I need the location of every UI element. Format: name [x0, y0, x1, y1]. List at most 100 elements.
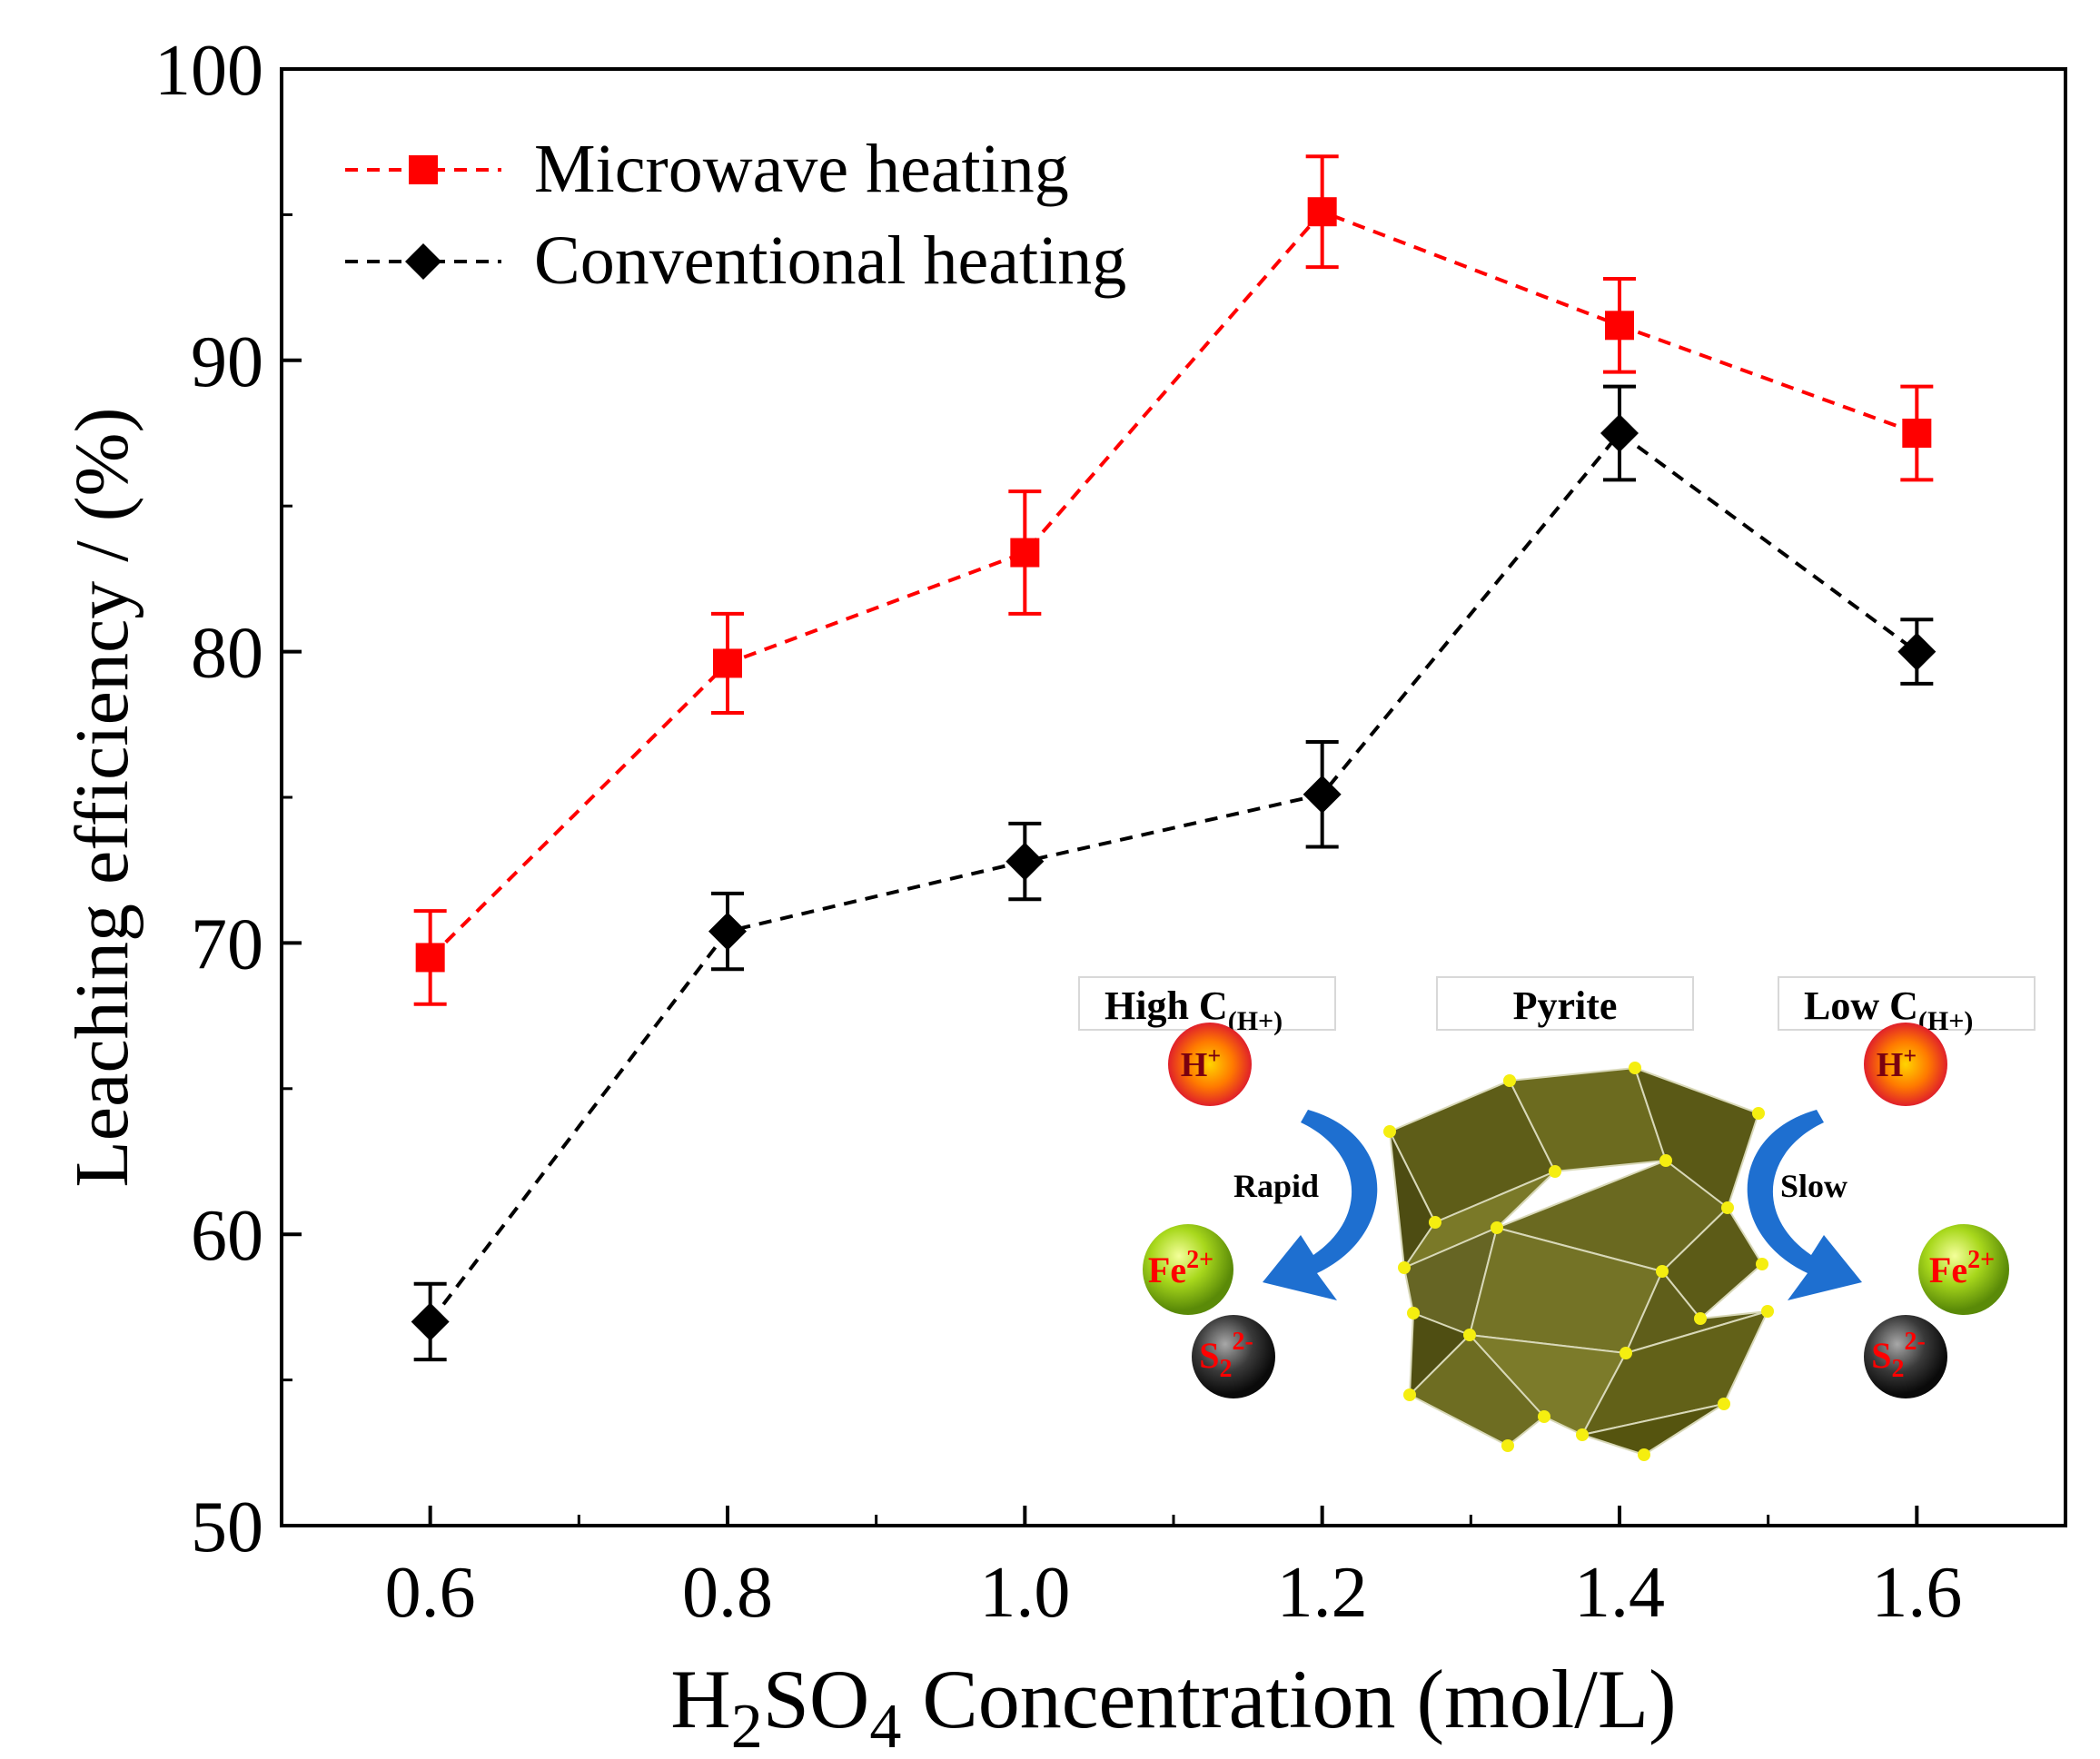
inset-box-low	[1778, 976, 2036, 1031]
x-tick-label-1.4: 1.4	[1574, 1553, 1665, 1633]
crystal-atom	[1656, 1265, 1669, 1278]
data-point-microwave	[1010, 538, 1040, 568]
crystal-atom	[1761, 1305, 1774, 1318]
crystal-atom	[1620, 1347, 1632, 1359]
crystal-atom	[1491, 1221, 1503, 1234]
data-point-conventional	[1005, 842, 1045, 881]
x-axis-ticks: 0.6 0.8 1.0 1.2 1.4 1.6	[280, 1506, 2067, 1633]
pyrite-crystal-illustration	[1389, 1067, 1768, 1456]
fe-ion-right-text: Fe	[1929, 1250, 1967, 1290]
y-tick-label-90: 90	[191, 322, 263, 402]
h-ion-left-sup: +	[1207, 1043, 1221, 1069]
x-axis-label-sub2: 4	[869, 1692, 901, 1759]
crystal-atom	[1403, 1388, 1416, 1401]
legend-label-conventional: Conventional heating	[534, 222, 1126, 299]
x-tick-label-0.6: 0.6	[385, 1553, 476, 1633]
x-tick-label-0.8: 0.8	[682, 1553, 773, 1633]
h-ion-left-text: H	[1181, 1046, 1208, 1084]
fe-ion-left-text: Fe	[1148, 1250, 1186, 1290]
fe-ion-left	[1143, 1224, 1233, 1315]
s-ion-left-sub: 2	[1219, 1355, 1232, 1383]
crystal-atom	[1721, 1201, 1734, 1214]
data-point-conventional	[708, 912, 747, 951]
crystal-atom	[1659, 1154, 1672, 1167]
fe-ion-right	[1918, 1224, 2009, 1315]
legend-marker-conventional	[405, 243, 441, 280]
series-line-microwave	[429, 209, 1918, 959]
fe-ion-right-label: Fe2+	[1929, 1246, 1995, 1290]
crystal-atom	[1576, 1428, 1589, 1441]
crystal-atom	[1538, 1410, 1550, 1423]
legend-label-microwave: Microwave heating	[534, 131, 1069, 207]
s-ion-right-sub: 2	[1891, 1355, 1904, 1383]
data-point-conventional	[411, 1302, 450, 1341]
data-point-conventional	[1897, 632, 1937, 671]
h-ion-right-label: H+	[1877, 1043, 1917, 1084]
h-ion-left-label: H+	[1181, 1043, 1221, 1084]
x-axis-label: H2SO4 Concentration (mol/L)	[670, 1653, 1676, 1759]
h-ion-right	[1864, 1023, 1947, 1106]
crystal-atom	[1398, 1261, 1411, 1274]
h-ion-right-text: H	[1877, 1046, 1904, 1084]
crystal-atom	[1501, 1439, 1514, 1452]
series-layer	[411, 154, 1937, 1362]
pyrite-atoms	[1383, 1062, 1774, 1461]
y-tick-label-100: 100	[154, 31, 263, 111]
crystal-atom	[1503, 1074, 1516, 1087]
data-point-conventional	[1303, 775, 1342, 814]
s-ion-left	[1192, 1315, 1275, 1398]
data-point-microwave	[1307, 197, 1337, 227]
data-point-microwave	[1902, 419, 1932, 448]
data-point-microwave	[415, 943, 445, 973]
s-ion-left-text: S	[1199, 1335, 1219, 1376]
s-ion-right	[1864, 1315, 1947, 1398]
crystal-atom	[1463, 1329, 1476, 1341]
y-axis-label: Leaching efficiency / (%)	[60, 408, 144, 1188]
y-tick-label-80: 80	[191, 614, 263, 694]
x-tick-label-1.6: 1.6	[1871, 1553, 1962, 1633]
s-ion-left-sup: 2-	[1232, 1328, 1253, 1356]
x-axis-label-prefix: H	[670, 1653, 730, 1745]
y-tick-label-60: 60	[191, 1196, 263, 1276]
data-point-microwave	[713, 648, 742, 678]
series-line-conventional	[429, 430, 1918, 1323]
inset-box-pyrite	[1436, 976, 1694, 1031]
inset-label-pyrite: Pyrite	[1513, 983, 1618, 1028]
crystal-atom	[1718, 1398, 1730, 1410]
crystal-atom	[1638, 1448, 1650, 1461]
inset-label-high: High C(H+)	[1104, 983, 1283, 1036]
crystal-atom	[1407, 1307, 1420, 1319]
data-point-conventional	[1600, 414, 1639, 452]
inset-box-high	[1078, 976, 1336, 1031]
crystal-atom	[1752, 1107, 1765, 1120]
rapid-arrow	[1263, 1110, 1378, 1300]
crystal-atom	[1694, 1312, 1707, 1325]
h-ion-left	[1168, 1023, 1252, 1106]
crystal-atom	[1629, 1062, 1641, 1074]
inset-label-low-text: Low C	[1804, 983, 1918, 1028]
data-point-microwave	[1605, 311, 1634, 341]
crystal-atom	[1383, 1125, 1396, 1138]
s-ion-right-sup: 2-	[1904, 1328, 1925, 1356]
s-ion-left-label: S22-	[1199, 1328, 1253, 1383]
y-axis-ticks: 50 60 70 80 90 100	[154, 31, 302, 1567]
s-ion-right-text: S	[1871, 1335, 1891, 1376]
y-tick-label-70: 70	[191, 904, 263, 984]
slow-arrow	[1747, 1110, 1862, 1300]
x-axis-label-mid: SO	[763, 1653, 870, 1745]
legend: Microwave heating Conventional heating	[345, 131, 1126, 299]
h-ion-right-sup: +	[1903, 1043, 1917, 1069]
crystal-atom	[1756, 1258, 1768, 1270]
slow-label: Slow	[1780, 1168, 1847, 1204]
fe-ion-right-sup: 2+	[1967, 1246, 1995, 1274]
x-tick-label-1.2: 1.2	[1277, 1553, 1368, 1633]
x-tick-label-1.0: 1.0	[979, 1553, 1070, 1633]
rapid-label: Rapid	[1233, 1168, 1319, 1204]
crystal-atom	[1549, 1165, 1561, 1178]
inset-label-high-text: High C	[1104, 983, 1228, 1028]
legend-marker-microwave	[409, 155, 438, 184]
fe-ion-left-sup: 2+	[1186, 1246, 1213, 1274]
y-tick-label-50: 50	[191, 1487, 263, 1567]
inset-label-high-sub: (H+)	[1228, 1006, 1283, 1036]
